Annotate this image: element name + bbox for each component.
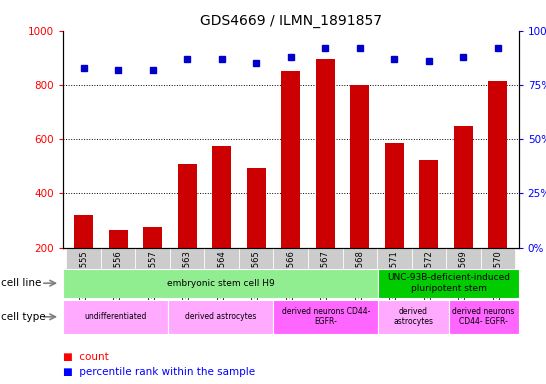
Text: GSM997571: GSM997571 [390, 250, 399, 301]
Bar [342, 248, 377, 292]
Bar [101, 248, 135, 292]
Title: GDS4669 / ILMN_1891857: GDS4669 / ILMN_1891857 [200, 14, 382, 28]
Bar [281, 71, 300, 302]
Text: derived astrocytes: derived astrocytes [185, 312, 256, 321]
Bar [63, 300, 168, 334]
Text: GSM997566: GSM997566 [286, 250, 295, 301]
Text: GSM997563: GSM997563 [182, 250, 192, 301]
Bar [316, 59, 335, 302]
Bar [489, 81, 507, 302]
Bar [385, 143, 404, 302]
Bar [212, 146, 231, 302]
Text: derived neurons CD44-
EGFR-: derived neurons CD44- EGFR- [282, 307, 370, 326]
Bar [419, 159, 438, 302]
Bar [204, 248, 239, 292]
Text: UNC-93B-deficient-induced
pluripotent stem: UNC-93B-deficient-induced pluripotent st… [387, 273, 510, 293]
Bar [135, 248, 170, 292]
Bar [247, 168, 266, 302]
Text: undifferentiated: undifferentiated [84, 312, 146, 321]
Bar [63, 269, 378, 298]
Text: GSM997565: GSM997565 [252, 250, 260, 301]
Bar [378, 269, 519, 298]
Text: ■  percentile rank within the sample: ■ percentile rank within the sample [63, 367, 255, 377]
Bar [274, 248, 308, 292]
Text: GSM997567: GSM997567 [321, 250, 330, 301]
Bar [412, 248, 446, 292]
Text: embryonic stem cell H9: embryonic stem cell H9 [167, 279, 275, 288]
Bar [449, 300, 519, 334]
Text: derived neurons
CD44- EGFR-: derived neurons CD44- EGFR- [453, 307, 515, 326]
Bar [168, 300, 273, 334]
Text: GSM997569: GSM997569 [459, 250, 468, 301]
Bar [446, 248, 480, 292]
Bar [377, 248, 412, 292]
Text: GSM997564: GSM997564 [217, 250, 226, 301]
Bar [177, 164, 197, 302]
Text: GSM997572: GSM997572 [424, 250, 434, 301]
Bar [454, 126, 473, 302]
Text: GSM997568: GSM997568 [355, 250, 364, 301]
Bar [480, 248, 515, 292]
Text: derived
astrocytes: derived astrocytes [394, 307, 434, 326]
Bar [239, 248, 274, 292]
Bar [66, 248, 101, 292]
Bar [308, 248, 342, 292]
Text: GSM997557: GSM997557 [148, 250, 157, 301]
Text: GSM997570: GSM997570 [494, 250, 502, 301]
Text: GSM997556: GSM997556 [114, 250, 122, 301]
Text: cell type: cell type [1, 312, 45, 322]
Bar [273, 300, 378, 334]
Text: GSM997555: GSM997555 [79, 250, 88, 301]
Text: ■  count: ■ count [63, 352, 109, 362]
Bar [109, 230, 128, 302]
Bar [143, 227, 162, 302]
Bar [351, 85, 369, 302]
Bar [170, 248, 204, 292]
Bar [378, 300, 449, 334]
Bar [74, 215, 93, 302]
Text: cell line: cell line [1, 278, 41, 288]
